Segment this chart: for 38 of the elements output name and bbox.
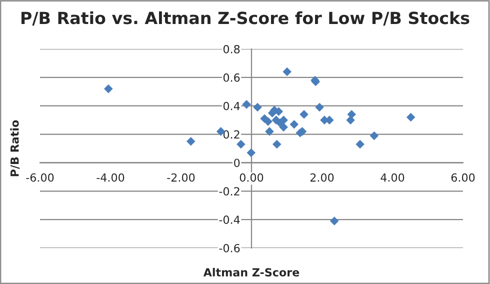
- x-tick-label: -6.00: [26, 173, 54, 182]
- y-tick-label: -0.2: [219, 187, 240, 196]
- point: [279, 122, 288, 132]
- y-axis-title: P/B Ratio: [10, 120, 20, 176]
- x-tick-label: -2.00: [167, 173, 195, 182]
- chart-title: P/B Ratio vs. Altman Z-Score for Low P/B Stocks: [21, 11, 470, 26]
- y-tick-label: -0.4: [219, 216, 240, 224]
- point: [279, 116, 288, 124]
- x-tick-label: -4.00: [96, 173, 124, 182]
- point: [300, 110, 308, 119]
- point: [282, 67, 292, 76]
- point: [315, 102, 324, 112]
- point: [246, 148, 256, 158]
- x-tick-label: 6.00: [451, 173, 475, 182]
- point: [186, 137, 196, 146]
- y-tick-label: 0.4: [223, 102, 240, 110]
- x-axis-title: Altman Z-Score: [203, 268, 300, 276]
- point: [330, 216, 339, 226]
- x-tick-label: 0.00: [240, 173, 264, 182]
- point: [104, 84, 113, 94]
- y-tick-label: 0.2: [223, 130, 240, 139]
- point: [356, 140, 364, 149]
- point: [242, 100, 251, 109]
- point: [236, 140, 246, 149]
- point: [370, 131, 379, 140]
- point: [272, 140, 282, 149]
- point: [253, 102, 262, 112]
- point: [406, 112, 416, 122]
- y-tick-label: 0.6: [223, 73, 240, 82]
- y-tick-label: 0: [234, 158, 240, 168]
- x-tick-label: 4.00: [380, 173, 404, 182]
- point: [265, 127, 274, 136]
- point: [347, 110, 356, 119]
- point: [264, 117, 272, 126]
- x-tick-label: 2.00: [310, 173, 334, 182]
- y-tick-label: -0.6: [219, 244, 240, 252]
- y-tick-label: 0.8: [223, 44, 240, 54]
- point: [290, 120, 299, 129]
